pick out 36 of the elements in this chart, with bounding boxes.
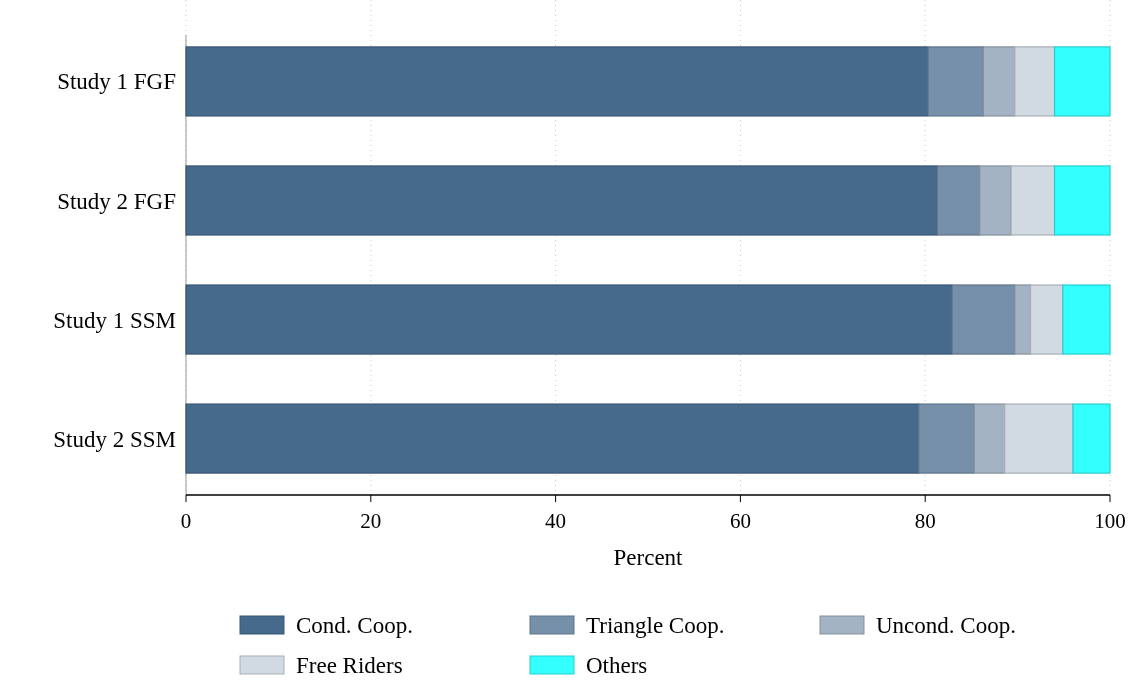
y-tick-label: Study 2 FGF (57, 188, 176, 214)
legend-label: Others (586, 653, 648, 679)
y-tick-label: Study 2 SSM (53, 426, 176, 452)
legend-label: Free Riders (296, 653, 403, 679)
x-tick-label: 20 (360, 509, 382, 533)
bar (1053, 46, 1111, 117)
x-axis-title: Percent (613, 545, 684, 570)
x-tick-label: 80 (914, 509, 936, 533)
x-tick-label: 100 (1094, 509, 1126, 533)
y-tick-label: Study 1 SSM (53, 307, 176, 333)
x-tick-label: 40 (545, 509, 567, 533)
bar (185, 46, 929, 117)
legend-label: Triangle Coop. (586, 613, 725, 639)
x-tick-label: 60 (729, 509, 751, 533)
bar (1062, 284, 1111, 355)
bar (979, 165, 1012, 236)
bar (936, 165, 981, 236)
x-tick-label: 0 (180, 509, 192, 533)
bar (1072, 403, 1111, 474)
bar (973, 403, 1006, 474)
bar (927, 46, 985, 117)
bar (1053, 165, 1111, 236)
legend-label: Uncond. Coop. (876, 613, 1016, 639)
bar (1029, 284, 1064, 355)
bar (1014, 46, 1056, 117)
bar (1004, 403, 1074, 474)
bar (1010, 165, 1056, 236)
bar (982, 46, 1016, 117)
legend-label: Cond. Coop. (296, 613, 413, 639)
y-tick-label: Study 1 FGF (57, 69, 176, 95)
bar (951, 284, 1016, 355)
bar (1014, 284, 1032, 355)
bar (185, 165, 938, 236)
bar (185, 284, 953, 355)
bar (185, 403, 920, 474)
bar (918, 403, 975, 474)
